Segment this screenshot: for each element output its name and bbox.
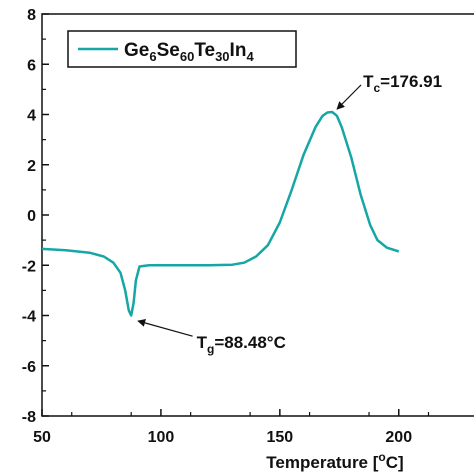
annotation-label-tg: Tg=88.48°C: [197, 333, 286, 356]
y-tick-label: -8: [22, 409, 36, 426]
annotation-arrow-tg: [137, 319, 193, 337]
annotations: Tc=176.91 Tg=88.48°C: [137, 72, 442, 356]
series-line: [41, 110, 400, 317]
x-axis-title: Temperature [oC]: [266, 450, 403, 472]
x-tick-label: 100: [148, 429, 175, 446]
y-tick-label: -6: [22, 359, 36, 376]
y-tick-label: 6: [27, 57, 36, 74]
x-tick-label: 50: [33, 429, 51, 446]
annotation-label-tc: Tc=176.91: [363, 72, 442, 95]
y-tick-label: 8: [27, 7, 36, 24]
y-tick-label: -4: [22, 309, 36, 326]
y-tick-label: 2: [27, 158, 36, 175]
x-tick-label: 150: [266, 429, 293, 446]
annotation-arrow-tc: [336, 84, 362, 110]
y-tick-label: 4: [27, 108, 36, 125]
y-axis: 8 6 4 2 0 -2 -4 -6 -8: [22, 7, 49, 426]
y-tick-label: -2: [22, 258, 36, 275]
legend: Ge6Se60Te30In4: [67, 30, 297, 68]
x-tick-label: 200: [385, 429, 412, 446]
legend-label: Ge6Se60Te30In4: [124, 40, 254, 64]
series-layer: [41, 110, 400, 317]
x-axis: 50 100 150 200: [33, 409, 430, 446]
y-tick-label: 0: [27, 208, 36, 225]
